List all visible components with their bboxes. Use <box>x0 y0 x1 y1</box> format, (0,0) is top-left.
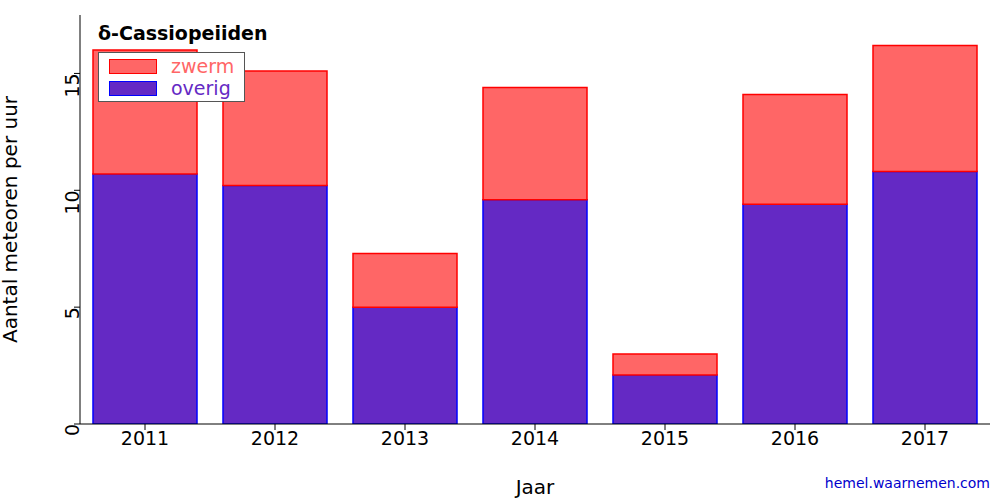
svg-text:15: 15 <box>61 73 83 97</box>
html-text:δ-Cassiopeiiden: δ-Cassiopeiiden <box>98 22 268 44</box>
svg-text:0: 0 <box>61 424 83 436</box>
svg-text:5: 5 <box>61 307 83 319</box>
svg-text:10: 10 <box>61 190 83 214</box>
html-text:overig: overig <box>171 77 231 99</box>
svg-text:2017: 2017 <box>901 427 949 449</box>
html-text:zwerm: zwerm <box>171 55 235 77</box>
svg-text:Aantal meteoren per uur: Aantal meteoren per uur <box>8 95 22 343</box>
svg-text:2013: 2013 <box>381 427 429 449</box>
svg-text:2015: 2015 <box>641 427 689 449</box>
svg-text:2014: 2014 <box>511 427 559 449</box>
svg-text:2012: 2012 <box>251 427 299 449</box>
svg-text:Jaar: Jaar <box>514 475 555 499</box>
svg-text:2016: 2016 <box>771 427 819 449</box>
svg-text:2011: 2011 <box>121 427 169 449</box>
html-text:hemel.waarnemen.com: hemel.waarnemen.com <box>824 475 990 491</box>
